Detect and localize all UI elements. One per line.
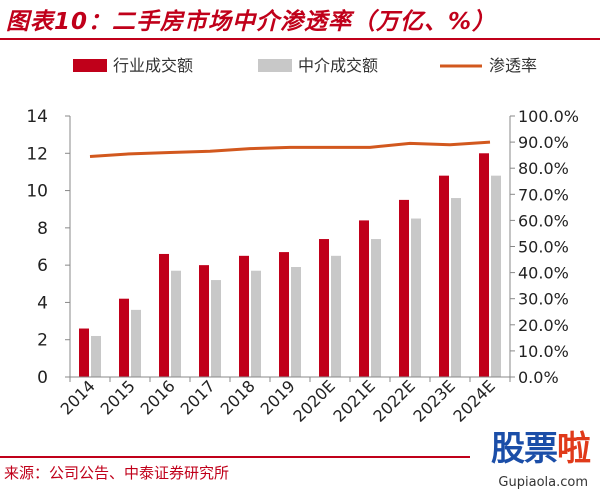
line-series <box>89 140 491 158</box>
bar-series <box>79 153 501 377</box>
bar-industry-volume <box>399 199 409 377</box>
chart-title: 图表10：二手房市场中介渗透率（万亿、%） <box>6 9 497 35</box>
bar-industry-volume <box>319 239 329 377</box>
bar-agency-volume <box>251 270 261 377</box>
legend: 行业成交额 中介成交额 渗透率 <box>73 56 537 75</box>
x-axis: 2014201520162017201820192020E2021E2022E2… <box>57 376 511 426</box>
x-tick-label: 2014 <box>57 376 99 418</box>
right-tick-label: 100.0% <box>518 107 579 126</box>
bar-agency-volume <box>491 175 501 377</box>
legend-swatch-agency <box>258 59 292 72</box>
x-tick-label: 2020E <box>289 376 338 425</box>
bar-industry-volume <box>79 328 89 377</box>
x-tick-label: 2017 <box>177 376 219 418</box>
x-tick-label: 2023E <box>409 376 458 425</box>
x-tick-label: 2015 <box>97 376 139 418</box>
right-tick-label: 70.0% <box>518 185 569 204</box>
left-tick-label: 6 <box>37 256 48 276</box>
bar-agency-volume <box>211 280 221 377</box>
bar-industry-volume <box>479 153 489 377</box>
legend-label-penetration: 渗透率 <box>489 56 537 75</box>
left-tick-label: 2 <box>37 331 48 351</box>
bar-industry-volume <box>239 255 249 377</box>
bar-agency-volume <box>331 255 341 377</box>
bar-agency-volume <box>131 309 141 377</box>
source-note: 来源：公司公告、中泰证券研究所 <box>4 464 230 482</box>
watermark-char-3: 啦 <box>557 429 591 469</box>
left-tick-label: 8 <box>37 219 48 239</box>
left-tick-label: 4 <box>37 293 48 313</box>
x-tick-label: 2018 <box>217 376 259 418</box>
bar-industry-volume <box>279 252 289 377</box>
left-axis: 0 2 4 6 8 10 12 14 <box>26 107 71 388</box>
x-tick-label: 2016 <box>137 376 179 418</box>
right-axis: 0.0% 10.0% 20.0% 30.0% 40.0% 50.0% 60.0% 70.0% 8… <box>509 107 579 387</box>
watermark-url: Gupiaola.com <box>498 475 588 490</box>
legend-swatch-industry <box>73 59 107 72</box>
left-tick-label: 14 <box>26 107 48 127</box>
right-tick-label: 50.0% <box>518 238 569 257</box>
bar-industry-volume <box>159 253 169 377</box>
bar-industry-volume <box>119 298 129 377</box>
bar-industry-volume <box>359 220 369 377</box>
x-tick-label: 2024E <box>449 376 498 425</box>
legend-label-agency: 中介成交额 <box>298 56 378 75</box>
bar-industry-volume <box>439 175 449 377</box>
right-tick-label: 60.0% <box>518 211 569 230</box>
x-tick-label: 2021E <box>329 376 378 425</box>
watermark-char-1: 股 <box>491 429 525 469</box>
bar-industry-volume <box>199 265 209 377</box>
legend-label-industry: 行业成交额 <box>113 56 193 75</box>
left-tick-label: 10 <box>26 182 48 202</box>
right-tick-label: 30.0% <box>518 290 569 309</box>
bar-agency-volume <box>451 198 461 377</box>
left-tick-label: 0 <box>37 368 48 388</box>
right-tick-label: 40.0% <box>518 264 569 283</box>
title-divider <box>0 38 600 40</box>
bar-agency-volume <box>291 267 301 377</box>
bar-agency-volume <box>91 335 101 377</box>
right-tick-label: 0.0% <box>518 368 559 387</box>
bar-agency-volume <box>371 239 381 377</box>
line-penetration-rate <box>89 140 491 158</box>
right-tick-label: 80.0% <box>518 159 569 178</box>
chart-area: 行业成交额 中介成交额 渗透率 0 2 4 6 8 10 12 14 0.0% 10.0% 20.… <box>26 56 579 426</box>
bar-agency-volume <box>171 270 181 377</box>
watermark-logo: 股票啦 <box>491 421 591 470</box>
right-tick-label: 90.0% <box>518 133 569 152</box>
x-tick-label: 2022E <box>369 376 418 425</box>
bar-agency-volume <box>411 218 421 377</box>
left-tick-label: 12 <box>26 144 48 164</box>
right-tick-label: 10.0% <box>518 342 569 361</box>
right-tick-label: 20.0% <box>518 316 569 335</box>
watermark-char-2: 票 <box>524 429 558 469</box>
source-divider <box>0 456 470 458</box>
